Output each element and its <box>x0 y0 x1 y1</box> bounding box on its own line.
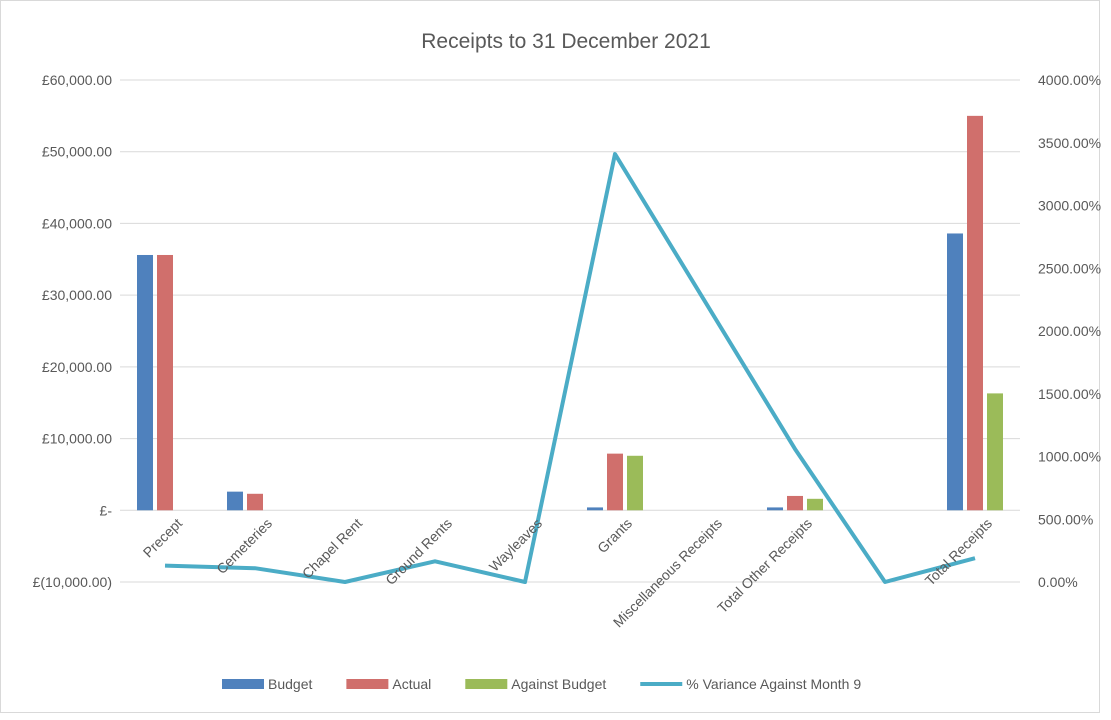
legend-swatch <box>346 679 388 689</box>
right-tick-label: 4000.00% <box>1038 72 1101 88</box>
right-tick-label: 500.00% <box>1038 511 1093 527</box>
right-tick-label: 2500.00% <box>1038 260 1101 276</box>
actual-bar <box>787 496 803 510</box>
left-tick-label: £50,000.00 <box>42 144 112 160</box>
legend-swatch <box>222 679 264 689</box>
budget-bar <box>947 233 963 510</box>
against-budget-bar <box>987 393 1003 510</box>
actual-bar <box>967 116 983 510</box>
legend-label: % Variance Against Month 9 <box>686 676 861 692</box>
actual-bar <box>247 494 263 510</box>
against-budget-bar <box>627 456 643 511</box>
budget-bar <box>137 255 153 510</box>
left-tick-label: £60,000.00 <box>42 72 112 88</box>
right-tick-label: 1500.00% <box>1038 386 1101 402</box>
legend-label: Actual <box>392 676 431 692</box>
right-tick-label: 1000.00% <box>1038 449 1101 465</box>
left-tick-label: £- <box>100 502 113 518</box>
left-tick-label: £30,000.00 <box>42 287 112 303</box>
left-tick-label: £10,000.00 <box>42 431 112 447</box>
against-budget-bar <box>807 499 823 510</box>
budget-bar <box>587 507 603 510</box>
right-tick-label: 2000.00% <box>1038 323 1101 339</box>
chart-title: Receipts to 31 December 2021 <box>421 30 711 53</box>
legend-swatch <box>465 679 507 689</box>
legend-label: Budget <box>268 676 312 692</box>
right-tick-label: 3500.00% <box>1038 135 1101 151</box>
right-tick-label: 3000.00% <box>1038 198 1101 214</box>
right-tick-label: 0.00% <box>1038 574 1078 590</box>
left-tick-label: £20,000.00 <box>42 359 112 375</box>
left-tick-label: £40,000.00 <box>42 215 112 231</box>
budget-bar <box>227 492 243 511</box>
actual-bar <box>157 255 173 510</box>
left-tick-label: £(10,000.00) <box>33 574 112 590</box>
budget-bar <box>767 507 783 510</box>
legend-label: Against Budget <box>511 676 606 692</box>
actual-bar <box>607 454 623 511</box>
right-axis: 4000.00% 3500.00% 3000.00% 2500.00% 2000.00%… <box>1038 72 1101 590</box>
